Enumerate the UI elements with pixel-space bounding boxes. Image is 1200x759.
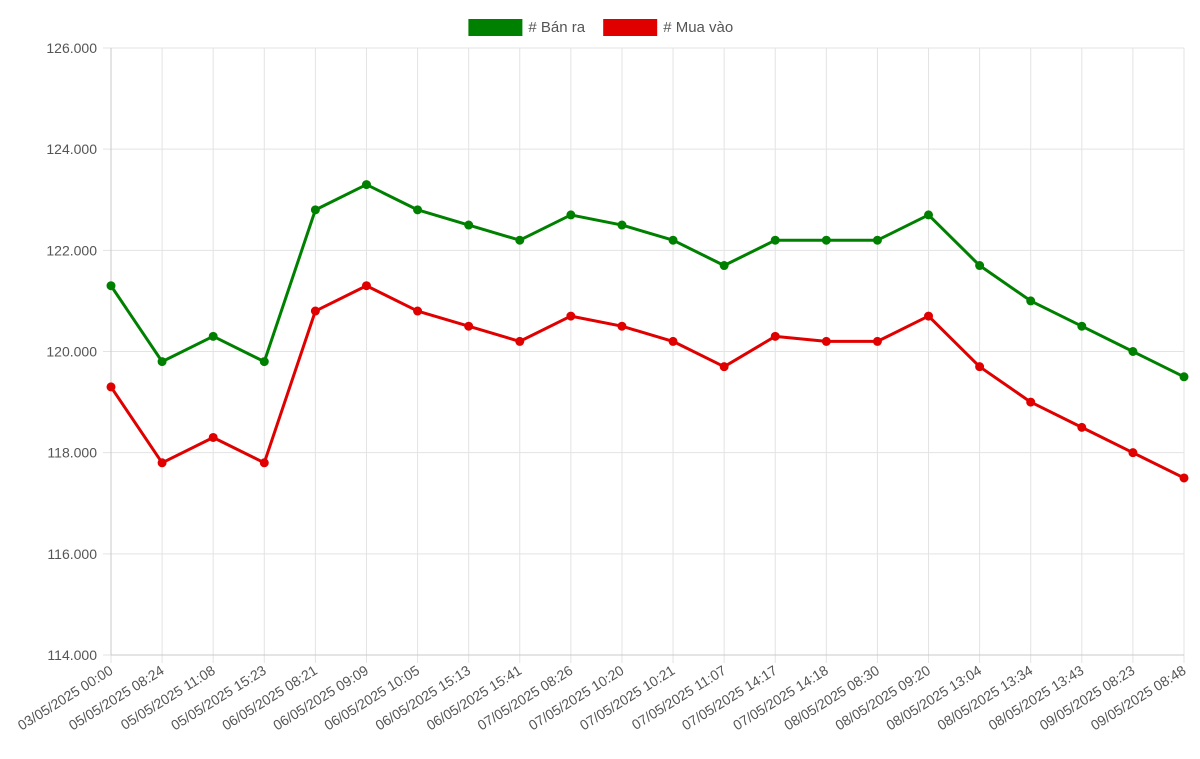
data-point (924, 311, 934, 321)
series-line (109, 183, 1186, 379)
data-point (1077, 422, 1087, 432)
data-point (617, 321, 627, 331)
y-tick-label: 118.000 (47, 445, 97, 461)
legend-swatch (603, 19, 658, 36)
y-tick-label: 114.000 (47, 647, 97, 663)
data-point (106, 281, 116, 291)
legend: # Bán ra # Mua vào (468, 19, 733, 36)
data-point (668, 235, 678, 245)
series-1 (106, 180, 1189, 382)
data-point (310, 205, 320, 215)
data-point (259, 357, 269, 367)
data-point (770, 331, 780, 341)
data-point (259, 458, 269, 468)
data-point (872, 235, 882, 245)
data-point (208, 432, 218, 442)
legend-label: # Bán ra (528, 19, 585, 36)
data-point (157, 458, 167, 468)
legend-swatch (468, 19, 523, 36)
data-point (361, 180, 371, 190)
y-tick-label: 124.000 (46, 141, 97, 157)
data-point (413, 306, 423, 316)
data-point (1179, 372, 1189, 382)
data-point (719, 261, 729, 271)
data-point (617, 220, 627, 230)
data-point (719, 362, 729, 372)
data-point (310, 306, 320, 316)
data-point (1077, 321, 1087, 331)
data-point (515, 235, 525, 245)
series-2 (106, 281, 1189, 483)
data-point (566, 210, 576, 220)
series-line (109, 284, 1186, 480)
data-point (208, 331, 218, 341)
data-point (821, 235, 831, 245)
data-point (106, 382, 116, 392)
grid-lines (103, 47, 1185, 663)
data-point (361, 281, 371, 291)
data-point (1179, 473, 1189, 483)
data-point (464, 220, 474, 230)
data-point (515, 336, 525, 346)
y-tick-label: 116.000 (47, 546, 97, 562)
data-point (1026, 397, 1036, 407)
data-point (413, 205, 423, 215)
y-tick-label: 120.000 (46, 344, 97, 360)
y-tick-label: 126.000 (46, 40, 97, 56)
data-point (1128, 448, 1138, 458)
data-point (1128, 347, 1138, 356)
data-point (821, 336, 831, 346)
data-point (157, 357, 167, 367)
data-point (975, 261, 985, 271)
data-point (975, 362, 985, 372)
x-tick-label: 09/05/2025 08:48 (1088, 662, 1189, 733)
data-point (668, 336, 678, 346)
data-point (464, 321, 474, 331)
y-tick-label: 122.000 (46, 242, 97, 258)
legend-label: # Mua vào (663, 19, 733, 36)
data-point (872, 336, 882, 346)
data-point (566, 311, 576, 321)
data-point (924, 210, 934, 220)
data-point (1026, 296, 1036, 306)
data-point (770, 235, 780, 245)
